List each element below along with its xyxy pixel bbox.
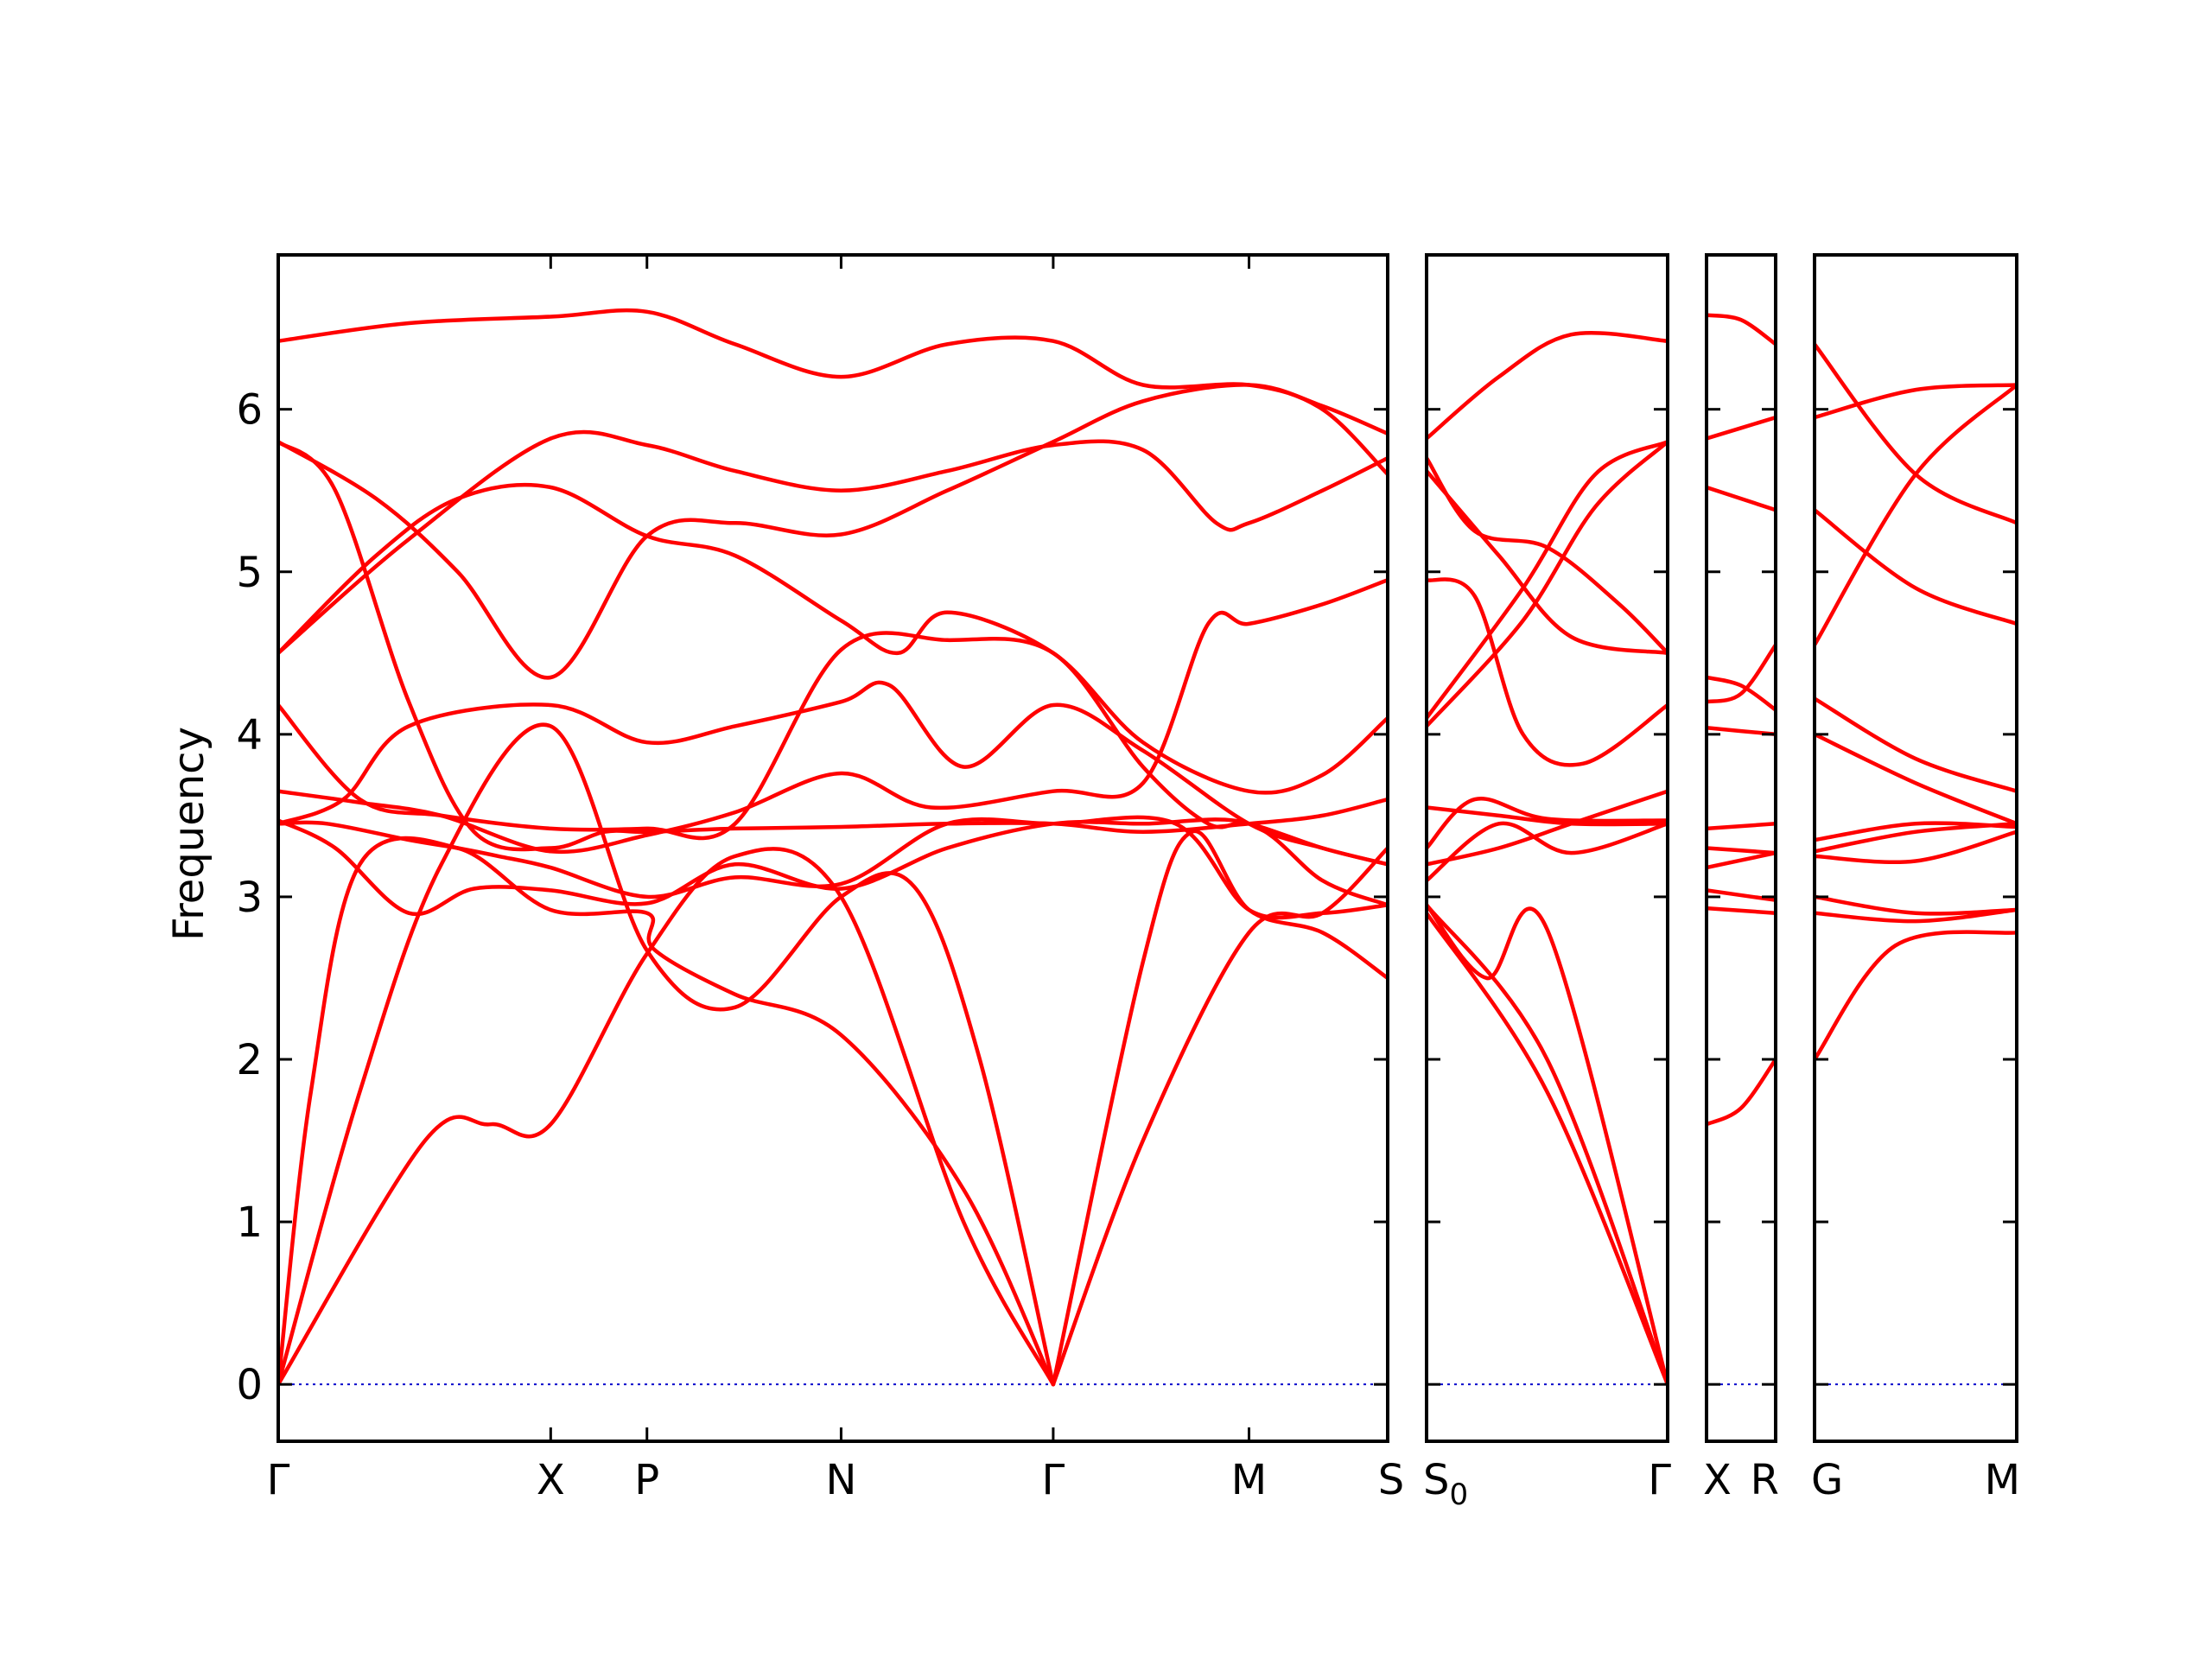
panel-frame [276, 253, 1389, 1443]
band-line-5 [1427, 440, 1668, 721]
x-tick-label: Γ [1648, 1456, 1671, 1504]
band-line-11 [1707, 906, 1776, 915]
x-tick-label: S [1378, 1456, 1404, 1504]
panel-1: 0 1 2 3 4 5 6 Γ X P N Γ M S [236, 253, 1404, 1504]
band-line-5 [1707, 643, 1776, 704]
x-tick-label: M [1231, 1456, 1267, 1504]
x-tick-label: Γ [267, 1456, 290, 1504]
x-tick-label: G [1811, 1456, 1843, 1504]
band-line-5 [278, 482, 1388, 795]
band-line-9 [1815, 830, 2017, 865]
band-line-5 [1815, 696, 2017, 793]
x-tick-label: N [825, 1456, 856, 1504]
y-tick-label: 0 [236, 1361, 263, 1409]
band-line-2 [1707, 415, 1776, 441]
x-tick-label: X [1703, 1456, 1732, 1504]
x-tick-label: R [1751, 1456, 1779, 1504]
x-tick-label: M [1985, 1456, 2020, 1504]
x-tick-label: X [537, 1456, 565, 1504]
band-line-6 [1815, 732, 2017, 826]
band-line-7 [1707, 822, 1776, 831]
y-tick-label: 6 [236, 386, 263, 435]
band-line-1 [1707, 313, 1776, 346]
band-line-8 [278, 680, 1388, 867]
y-tick-label: 4 [236, 711, 263, 760]
band-line-11 [1427, 903, 1668, 1387]
band-line-3 [1427, 468, 1668, 656]
x-tick-label: Γ [1042, 1456, 1065, 1504]
band-line-12 [1815, 930, 2017, 1062]
band-line-10 [278, 817, 1388, 917]
band-line-7 [278, 577, 1388, 855]
band-line-13 [278, 847, 1056, 1387]
band-line-13 [1427, 911, 1668, 1387]
band-line-7 [1427, 805, 1668, 827]
x-tick-label: P [634, 1456, 659, 1504]
band-line-14 [1051, 846, 1388, 1387]
x-tick-label: S0 [1423, 1456, 1468, 1512]
band-line-2 [1815, 383, 2017, 420]
band-line-3 [1707, 485, 1776, 512]
band-line-11 [1815, 907, 2017, 924]
y-tick-label: 1 [236, 1198, 263, 1247]
band-line-8 [1815, 822, 2017, 854]
band-line-8 [1707, 846, 1776, 855]
band-line-6 [1427, 440, 1668, 728]
band-group [1427, 330, 1668, 1387]
y-tick-label: 2 [236, 1036, 263, 1084]
band-line-11 [278, 836, 1056, 1387]
band-line-6 [278, 631, 1388, 867]
band-line-8 [1427, 796, 1668, 850]
band-line-9 [1427, 789, 1668, 867]
band-line-10 [1427, 821, 1668, 883]
band-line-9 [1707, 850, 1776, 870]
band-line-3 [1815, 508, 2017, 626]
band-group [1815, 342, 2017, 1062]
panel-frame [1705, 253, 1777, 1443]
band-line-12 [1427, 903, 1668, 1387]
band-group [278, 308, 1388, 1387]
band-line-4 [1707, 675, 1776, 712]
y-tick-label: 3 [236, 874, 263, 922]
band-line-1 [1427, 330, 1668, 441]
band-line-1 [278, 308, 1388, 477]
panel-frame [1813, 253, 2018, 1443]
band-line-12 [1707, 1057, 1776, 1127]
panel-frame [1425, 253, 1669, 1443]
band-line-4 [1815, 383, 2017, 647]
y-tick-label: 5 [236, 549, 263, 597]
band-line-4 [278, 429, 1388, 656]
y-axis-label: Frequency [165, 727, 213, 941]
band-group [1707, 313, 1776, 1127]
band-line-10 [1815, 894, 2017, 916]
band-line-2 [1427, 455, 1668, 656]
band-line-2 [278, 383, 1388, 680]
panel-2: S0 Γ [1423, 253, 1671, 1512]
band-line-4 [1427, 577, 1668, 767]
band-line-1 [1815, 342, 2017, 525]
band-line-12 [278, 722, 1056, 1387]
band-line-15 [1051, 829, 1388, 1387]
band-line-10 [1707, 888, 1776, 902]
